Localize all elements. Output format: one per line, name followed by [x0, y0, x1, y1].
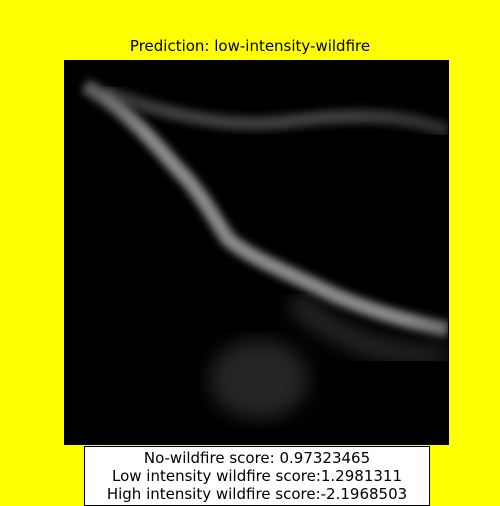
score-panel: No-wildfire score: 0.97323465 Low intens…	[84, 446, 430, 506]
prediction-title: Prediction: low-intensity-wildfire	[129, 37, 371, 55]
satellite-terrain-image	[64, 60, 449, 445]
high-intensity-score: High intensity wildfire score:-2.1968503	[106, 485, 408, 503]
no-wildfire-score: No-wildfire score: 0.97323465	[143, 449, 371, 467]
low-intensity-score: Low intensity wildfire score:1.2981311	[112, 467, 402, 485]
